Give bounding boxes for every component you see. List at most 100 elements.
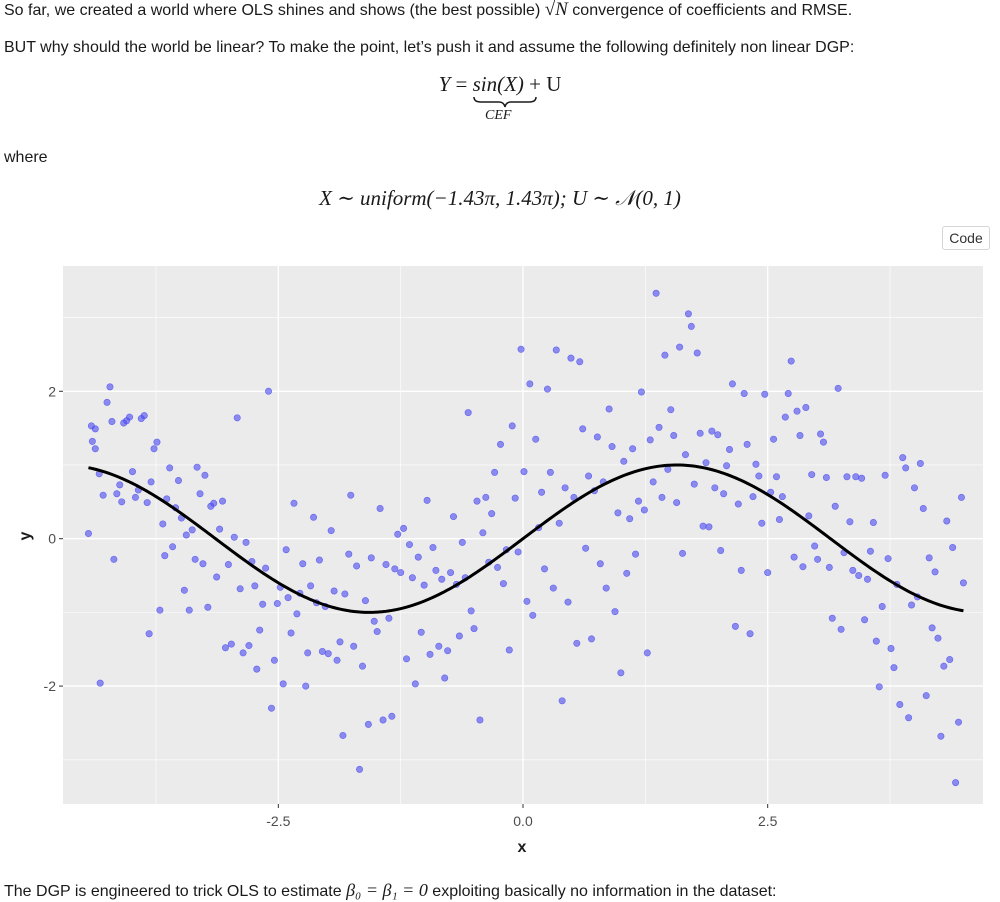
data-point xyxy=(623,569,631,577)
data-point xyxy=(772,473,780,481)
data-point xyxy=(265,387,273,395)
code-button[interactable]: Code xyxy=(942,226,990,250)
data-point xyxy=(849,566,857,574)
x-tick-label: 2.5 xyxy=(758,813,778,829)
data-point xyxy=(825,563,833,571)
data-point xyxy=(532,435,540,443)
data-point xyxy=(318,647,326,655)
eq-y: Y xyxy=(438,72,451,96)
data-point xyxy=(91,445,99,453)
data-point xyxy=(517,345,525,353)
data-point xyxy=(690,480,698,488)
data-point xyxy=(731,622,739,630)
data-point xyxy=(546,468,554,476)
data-point xyxy=(201,471,209,479)
data-point xyxy=(514,548,522,556)
data-point xyxy=(188,526,196,534)
data-point xyxy=(429,544,437,552)
sqrt-n: N xyxy=(555,0,568,20)
cef-underbrace-group: sin(X) CEF xyxy=(473,72,537,123)
data-point xyxy=(131,493,139,501)
data-point xyxy=(596,560,604,568)
data-point xyxy=(382,560,390,568)
data-point xyxy=(699,522,707,530)
data-point xyxy=(855,572,863,580)
beta-equation: β₀ = β₁ = 0 xyxy=(346,880,428,900)
data-point xyxy=(88,437,96,445)
data-point xyxy=(778,493,786,501)
y-tick-label: 0 xyxy=(48,531,56,547)
data-point xyxy=(435,642,443,650)
data-point xyxy=(488,510,496,518)
data-point xyxy=(423,496,431,504)
underbrace-icon xyxy=(472,96,537,108)
data-point xyxy=(526,380,534,388)
data-point xyxy=(787,357,795,365)
data-point xyxy=(902,464,910,472)
data-point xyxy=(358,662,366,670)
data-point xyxy=(723,462,731,470)
data-point xyxy=(822,474,830,482)
data-point xyxy=(147,478,155,486)
data-point xyxy=(450,513,458,521)
data-point xyxy=(473,497,481,505)
data-point xyxy=(511,494,519,502)
data-point xyxy=(391,565,399,573)
data-point xyxy=(808,471,816,479)
data-point xyxy=(458,538,466,546)
data-point xyxy=(576,358,584,366)
y-tick-label: -2 xyxy=(44,678,57,694)
data-point xyxy=(593,433,601,441)
data-point xyxy=(494,563,502,571)
data-point xyxy=(737,566,745,574)
data-point xyxy=(227,640,235,648)
data-point xyxy=(799,563,807,571)
data-point xyxy=(790,553,798,561)
data-point xyxy=(890,664,898,672)
data-point xyxy=(931,568,939,576)
data-point xyxy=(91,425,99,433)
data-point xyxy=(538,488,546,496)
data-point xyxy=(379,716,387,724)
data-point xyxy=(864,575,872,583)
data-point xyxy=(482,493,490,501)
data-point xyxy=(224,560,232,568)
y-tick-label: 2 xyxy=(48,383,56,399)
x-tick-label: -2.5 xyxy=(266,813,290,829)
data-point xyxy=(814,555,822,563)
data-point xyxy=(758,519,766,527)
data-point xyxy=(96,679,104,687)
data-point xyxy=(353,562,361,570)
data-point xyxy=(679,549,687,557)
data-point xyxy=(270,656,278,664)
data-point xyxy=(937,732,945,740)
data-point xyxy=(161,552,169,560)
data-point xyxy=(746,630,754,638)
data-point xyxy=(315,556,323,564)
data-point xyxy=(290,499,298,507)
data-point xyxy=(899,454,907,462)
data-point xyxy=(529,611,537,619)
data-point xyxy=(875,683,883,691)
data-point xyxy=(304,649,312,657)
data-point xyxy=(549,584,557,592)
data-point xyxy=(567,354,575,362)
data-point xyxy=(658,493,666,501)
data-point xyxy=(476,716,484,724)
data-point xyxy=(210,499,218,507)
data-point xyxy=(505,646,513,654)
data-point xyxy=(367,554,375,562)
data-point xyxy=(204,603,212,611)
y-axis-label: y xyxy=(17,531,34,540)
data-point xyxy=(233,414,241,422)
data-point xyxy=(811,542,819,550)
data-point xyxy=(831,502,839,510)
data-point xyxy=(199,560,207,568)
data-point xyxy=(896,701,904,709)
data-point xyxy=(770,435,778,443)
sqrt-symbol: √ xyxy=(544,0,556,20)
data-point xyxy=(541,565,549,573)
data-point xyxy=(470,625,478,633)
data-point xyxy=(219,497,227,505)
data-point xyxy=(166,464,174,472)
